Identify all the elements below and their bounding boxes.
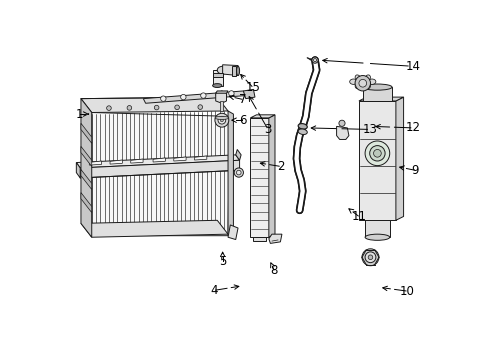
Ellipse shape [237,66,240,76]
Polygon shape [269,115,275,237]
Text: 4: 4 [210,284,218,297]
Ellipse shape [365,81,370,89]
Polygon shape [216,91,226,103]
Text: 6: 6 [239,114,246,127]
Text: 13: 13 [363,123,378,136]
Text: 12: 12 [405,121,420,134]
Polygon shape [81,170,92,189]
Text: 7: 7 [239,93,246,106]
Circle shape [218,116,226,124]
Circle shape [229,91,234,96]
Ellipse shape [215,116,229,120]
Polygon shape [250,115,275,118]
Ellipse shape [368,79,376,84]
Ellipse shape [365,234,390,240]
Polygon shape [143,91,245,103]
Circle shape [181,94,186,100]
Circle shape [362,249,379,266]
Polygon shape [236,149,241,160]
Polygon shape [359,97,404,101]
Circle shape [312,57,318,63]
Polygon shape [250,118,269,237]
Polygon shape [174,157,186,161]
Circle shape [198,105,202,109]
Circle shape [314,59,317,62]
Polygon shape [365,220,390,237]
Polygon shape [244,89,255,99]
Text: 11: 11 [351,210,367,223]
Polygon shape [228,111,233,237]
Ellipse shape [365,75,370,82]
Polygon shape [232,66,236,76]
Ellipse shape [298,129,307,135]
Polygon shape [363,87,392,101]
Circle shape [234,168,244,177]
Text: 15: 15 [245,81,260,94]
Polygon shape [213,70,222,86]
Polygon shape [110,160,122,164]
Polygon shape [81,123,92,143]
Circle shape [365,252,376,263]
Polygon shape [76,163,80,178]
Polygon shape [76,155,240,168]
Polygon shape [396,97,404,220]
Text: 2: 2 [277,160,284,173]
Text: 5: 5 [219,255,226,269]
Circle shape [359,80,367,87]
Ellipse shape [355,81,361,89]
Ellipse shape [213,84,222,87]
Ellipse shape [217,66,228,74]
Text: 3: 3 [265,123,272,136]
Polygon shape [222,65,238,76]
Circle shape [339,120,345,126]
Circle shape [216,92,221,97]
Polygon shape [81,147,92,166]
Polygon shape [269,234,282,243]
Polygon shape [81,99,92,237]
Polygon shape [359,101,396,220]
Ellipse shape [298,123,307,129]
Circle shape [107,106,111,111]
Text: 1: 1 [75,108,83,121]
Circle shape [127,105,132,110]
Polygon shape [337,126,349,139]
Circle shape [365,141,390,166]
Circle shape [368,255,373,260]
Ellipse shape [350,79,357,84]
Text: 10: 10 [400,285,415,298]
Circle shape [161,96,166,101]
Circle shape [215,113,229,127]
Polygon shape [216,91,228,93]
Circle shape [175,105,179,110]
Circle shape [201,93,206,98]
Polygon shape [89,161,101,165]
Polygon shape [80,160,240,178]
Polygon shape [81,193,92,213]
Polygon shape [81,97,228,112]
Circle shape [355,76,370,91]
Circle shape [237,170,241,175]
Circle shape [370,145,385,161]
Polygon shape [81,220,228,237]
Polygon shape [92,112,229,236]
Circle shape [154,105,159,110]
Polygon shape [153,158,166,162]
Polygon shape [195,156,207,160]
Circle shape [220,119,223,122]
Text: 9: 9 [412,164,419,177]
Polygon shape [131,159,143,163]
Polygon shape [228,225,238,239]
Polygon shape [253,237,266,241]
Ellipse shape [363,84,392,90]
Circle shape [373,149,381,157]
Polygon shape [220,101,223,111]
Text: 14: 14 [405,60,420,73]
Polygon shape [213,73,222,77]
Text: 8: 8 [270,264,278,277]
Ellipse shape [355,75,361,82]
